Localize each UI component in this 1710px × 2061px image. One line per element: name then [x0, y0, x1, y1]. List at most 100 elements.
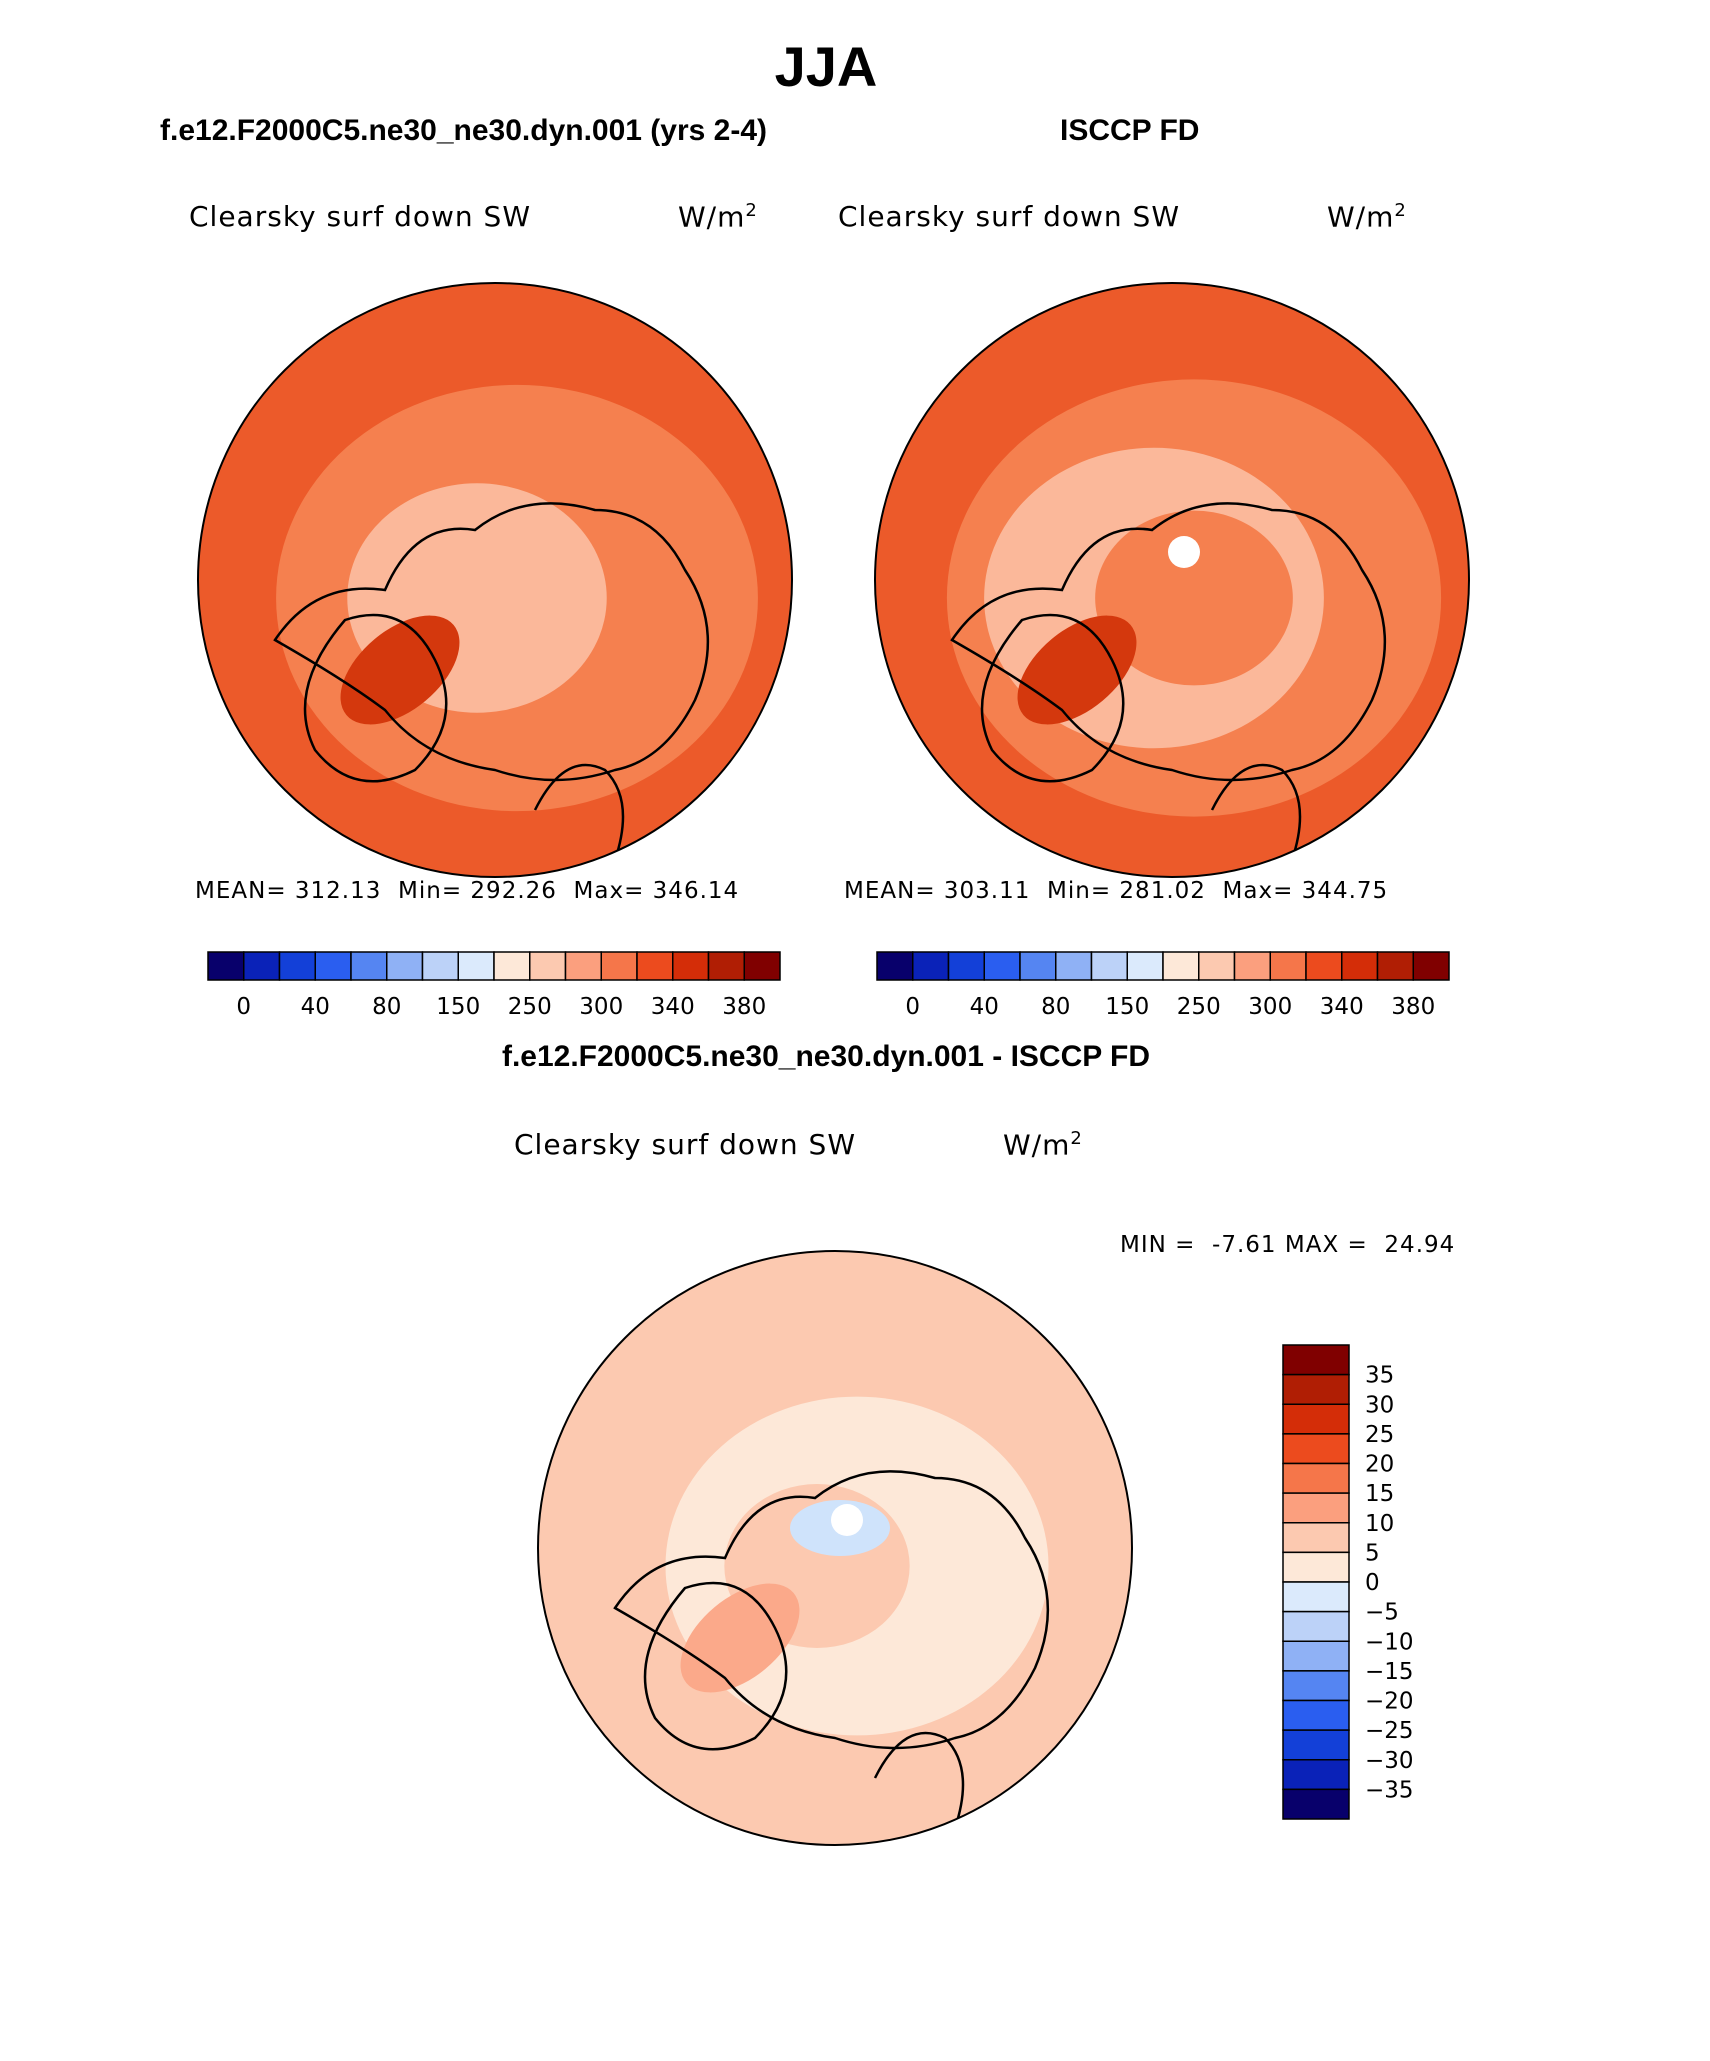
diff-colorbar-box: [1282, 1788, 1350, 1820]
right-max-label: Max=: [1222, 878, 1294, 904]
left-coastline: [273, 502, 710, 782]
right-stats: MEAN= 303.11 Min= 281.02 Max= 344.75: [844, 878, 1388, 904]
diff-colorbar-box: [1282, 1344, 1350, 1376]
right-units-base: W/m: [1327, 200, 1395, 234]
left-colorbar-label: 250: [508, 994, 552, 1020]
diff-colorbar-label: −35: [1365, 1777, 1414, 1803]
right-colorbar-box: [1376, 951, 1414, 981]
right-colorbar-box: [1198, 951, 1236, 981]
diff-colorbar-box: [1282, 1670, 1350, 1702]
left-colorbar-box: [493, 951, 531, 981]
left-min-value: 292.26: [470, 878, 557, 904]
diff-coastline: [613, 1470, 1050, 1750]
right-panel-title: ISCCP FD: [1060, 114, 1200, 147]
diff-min-label: MIN =: [1120, 1232, 1196, 1258]
left-mean-label: MEAN=: [195, 878, 287, 904]
right-colorbar-box: [1162, 951, 1200, 981]
diff-greenland-coastline: [643, 1581, 788, 1751]
right-europe-coastline: [1210, 763, 1302, 861]
right-colorbar-box: [1269, 951, 1307, 981]
right-colorbar-box: [983, 951, 1021, 981]
diff-colorbar-box: [1282, 1699, 1350, 1731]
diff-colorbar-box: [1282, 1492, 1350, 1524]
left-colorbar-box: [457, 951, 495, 981]
diff-colorbar-box: [1282, 1581, 1350, 1613]
diff-units-label: W/m2: [1003, 1128, 1083, 1161]
left-colorbar-label: 80: [372, 994, 401, 1020]
diff-colorbar-label: 15: [1365, 1481, 1394, 1507]
diff-greenland-region: [680, 1583, 800, 1693]
right-map-outline: [874, 282, 1470, 878]
diff-panel-title: f.e12.F2000C5.ne30_ne30.dyn.001 - ISCCP …: [501, 1040, 1151, 1073]
diff-colorbar-label: 25: [1365, 1422, 1394, 1448]
diff-colorbar-label: 10: [1365, 1511, 1394, 1537]
right-colorbar-label: 300: [1248, 994, 1292, 1020]
diff-colorbar-label: 0: [1365, 1570, 1380, 1596]
diff-colorbar-box: [1282, 1640, 1350, 1672]
left-colorbar-box: [421, 951, 459, 981]
left-colorbar-label: 0: [236, 994, 251, 1020]
left-colorbar-label: 340: [651, 994, 695, 1020]
right-max-value: 344.75: [1301, 878, 1389, 904]
left-mean-value: 312.13: [294, 878, 382, 904]
diff-colorbar-label: −5: [1365, 1600, 1399, 1626]
right-pole-missing: [1168, 536, 1200, 568]
diff-map-fields: [538, 1251, 1132, 1845]
right-map-contour-band: [1095, 510, 1293, 686]
diff-colorbar-box: [1282, 1403, 1350, 1435]
diff-pole-missing: [831, 1504, 863, 1536]
diff-colorbar-box: [1282, 1522, 1350, 1554]
right-colorbar-box: [1305, 951, 1343, 981]
diff-colorbar-box: [1282, 1462, 1350, 1494]
page-title: JJA: [774, 35, 878, 98]
right-units-label: W/m2: [1327, 200, 1407, 233]
left-colorbar-label: 380: [722, 994, 766, 1020]
right-colorbar-label: 150: [1105, 994, 1149, 1020]
left-colorbar-label: 300: [579, 994, 623, 1020]
left-europe-coastline: [533, 763, 625, 861]
diff-colorbar-label: 30: [1365, 1392, 1394, 1418]
right-mean-value: 303.11: [943, 878, 1031, 904]
right-colorbar-box: [1090, 951, 1128, 981]
right-coastline: [950, 502, 1387, 782]
right-colorbar-box: [1019, 951, 1057, 981]
right-greenland-region: [1017, 615, 1137, 725]
left-colorbar-box: [278, 951, 316, 981]
diff-colorbar-label: −10: [1365, 1629, 1414, 1655]
diff-colorbar-label: −20: [1365, 1689, 1414, 1715]
diff-units-sup: 2: [1070, 1128, 1083, 1149]
right-colorbar-box: [947, 951, 985, 981]
right-units-sup: 2: [1394, 200, 1407, 221]
diff-units-base: W/m: [1003, 1128, 1071, 1162]
left-variable-label: Clearsky surf down SW: [189, 200, 532, 233]
right-map-fields: [875, 283, 1469, 877]
right-colorbar-label: 380: [1391, 994, 1435, 1020]
left-colorbar-box: [672, 951, 710, 981]
diff-max-label: MAX =: [1284, 1232, 1368, 1258]
diff-stats: MIN = -7.61 MAX = 24.94: [1120, 1232, 1455, 1258]
right-colorbar-box: [1055, 951, 1093, 981]
left-colorbar-box: [529, 951, 567, 981]
diff-min-value: -7.61: [1212, 1232, 1277, 1258]
right-colorbar-label: 40: [970, 994, 999, 1020]
diff-colorbar-label: −30: [1365, 1748, 1414, 1774]
left-colorbar-box: [314, 951, 352, 981]
right-mean-label: MEAN=: [844, 878, 936, 904]
left-greenland-coastline: [303, 613, 448, 783]
right-colorbar-box: [876, 951, 914, 981]
right-min-value: 281.02: [1119, 878, 1206, 904]
left-colorbar-box: [243, 951, 281, 981]
left-max-value: 346.14: [652, 878, 740, 904]
left-units-base: W/m: [678, 200, 746, 234]
right-colorbar-box: [1233, 951, 1271, 981]
right-greenland-coastline: [980, 613, 1125, 783]
left-colorbar-label: 40: [301, 994, 330, 1020]
diff-colorbar-label: −15: [1365, 1659, 1414, 1685]
left-colorbar-box: [386, 951, 424, 981]
diff-colorbar-label: 35: [1365, 1363, 1394, 1389]
left-colorbar-box: [743, 951, 781, 981]
left-polar-map: [197, 282, 793, 878]
left-stats: MEAN= 312.13 Min= 292.26 Max= 346.14: [195, 878, 739, 904]
right-colorbar-box: [1412, 951, 1450, 981]
